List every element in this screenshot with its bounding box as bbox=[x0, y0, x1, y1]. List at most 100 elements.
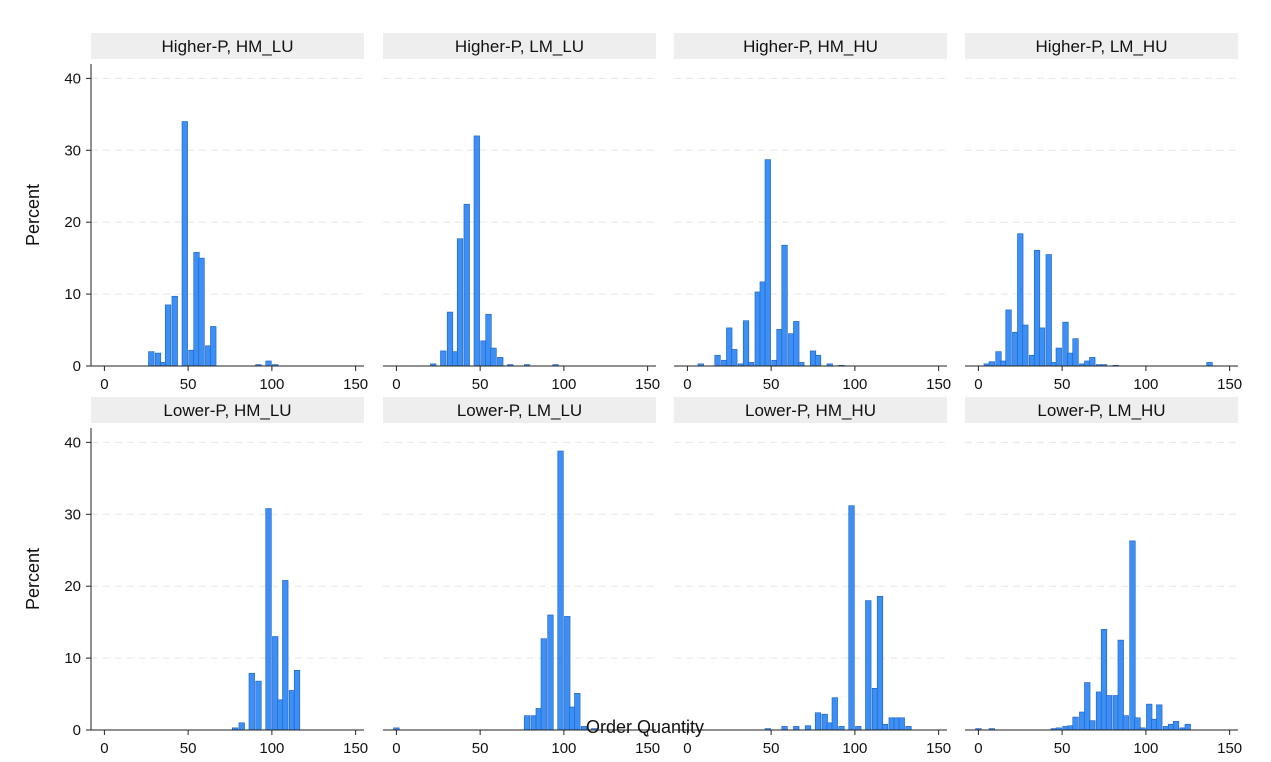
panel-title: Higher-P, HM_HU bbox=[743, 37, 878, 56]
x-tick-label: 50 bbox=[1054, 740, 1071, 757]
histogram-bar bbox=[463, 203, 470, 367]
histogram-bar bbox=[798, 362, 805, 367]
histogram-bar bbox=[988, 361, 995, 367]
panel-strip bbox=[91, 33, 364, 59]
histogram-bar bbox=[198, 257, 205, 367]
panel: Lower-P, LM_LU 0 50 100 150 bbox=[383, 397, 660, 757]
x-tick-label: 150 bbox=[926, 376, 951, 393]
x-tick-label: 100 bbox=[1133, 740, 1158, 757]
histogram-bar bbox=[865, 600, 872, 731]
histogram-bar bbox=[898, 717, 905, 731]
histogram-bar bbox=[497, 357, 504, 367]
x-tick-label: 0 bbox=[100, 376, 108, 393]
histogram-bar bbox=[238, 722, 245, 731]
panel-title: Lower-P, HM_LU bbox=[163, 401, 291, 420]
x-tick-label: 100 bbox=[551, 376, 576, 393]
histogram-bar bbox=[293, 670, 301, 731]
x-axis-title: Order Quantity bbox=[586, 717, 704, 737]
histogram-bar bbox=[540, 638, 547, 731]
panel-title: Lower-P, HM_HU bbox=[745, 401, 876, 420]
x-tick-label: 50 bbox=[763, 376, 780, 393]
panel: Lower-P, HM_LU 0 50 100 150 0 10 20 30 40 Percent bbox=[23, 397, 368, 757]
panel: Higher-P, LM_HU 0 50 100 150 bbox=[965, 33, 1242, 393]
x-tick-label: 150 bbox=[926, 740, 951, 757]
histogram-bar bbox=[1156, 704, 1163, 731]
x-tick-label: 0 bbox=[392, 740, 400, 757]
panel-strip bbox=[674, 397, 947, 423]
histogram-bar bbox=[1206, 362, 1213, 367]
x-tick-label: 150 bbox=[343, 376, 368, 393]
histogram-bar bbox=[742, 320, 750, 367]
x-tick-label: 150 bbox=[1217, 376, 1242, 393]
histogram-bar bbox=[181, 121, 188, 367]
y-tick-label: 10 bbox=[64, 650, 81, 667]
histogram-bar bbox=[1105, 695, 1113, 731]
histogram-bar bbox=[1072, 338, 1079, 367]
histogram-bar bbox=[804, 725, 812, 731]
panel: Lower-P, HM_HU 0 50 100 150 bbox=[674, 397, 951, 757]
y-tick-label: 10 bbox=[64, 286, 81, 303]
panel: Higher-P, HM_LU 0 50 100 150 0 10 20 30 40 Percent bbox=[23, 33, 368, 393]
histogram-bar bbox=[255, 680, 262, 731]
histogram-bar bbox=[547, 614, 554, 731]
panel: Higher-P, HM_HU 0 50 100 150 bbox=[674, 33, 951, 393]
histogram-bar bbox=[473, 135, 480, 367]
x-tick-label: 150 bbox=[1217, 740, 1242, 757]
x-tick-label: 100 bbox=[259, 740, 284, 757]
histogram-bar bbox=[148, 351, 155, 367]
histogram-bar bbox=[731, 349, 738, 367]
panel-strip bbox=[383, 33, 656, 59]
histogram-bar bbox=[1005, 309, 1012, 367]
histogram-bar bbox=[814, 354, 822, 367]
histogram-bar bbox=[265, 508, 272, 731]
y-tick-label: 20 bbox=[64, 578, 81, 595]
histogram-bar bbox=[1122, 715, 1129, 731]
histogram-bar bbox=[905, 726, 912, 731]
y-tick-label: 30 bbox=[64, 142, 81, 159]
histogram-bar bbox=[1055, 347, 1062, 367]
panel-title: Higher-P, LM_HU bbox=[1036, 37, 1168, 56]
histogram-bar bbox=[164, 304, 172, 367]
panel-strip bbox=[91, 397, 364, 423]
panel-strip bbox=[965, 397, 1238, 423]
histogram-bar bbox=[848, 505, 855, 731]
x-tick-label: 0 bbox=[683, 740, 691, 757]
histogram-bar bbox=[523, 715, 531, 731]
histogram-bar bbox=[1072, 716, 1079, 731]
histogram-bar bbox=[764, 159, 771, 367]
y-axis-title: Percent bbox=[23, 548, 43, 610]
histogram-bar bbox=[574, 693, 581, 731]
histogram-bar bbox=[490, 347, 497, 367]
histogram-bar bbox=[1045, 254, 1052, 367]
panel-strip bbox=[674, 33, 947, 59]
x-tick-label: 100 bbox=[842, 740, 867, 757]
histogram-bar bbox=[265, 360, 272, 367]
y-tick-label: 20 bbox=[64, 214, 81, 231]
x-tick-label: 0 bbox=[974, 740, 982, 757]
panel-strip bbox=[965, 33, 1238, 59]
x-tick-label: 100 bbox=[842, 376, 867, 393]
x-tick-label: 50 bbox=[180, 740, 197, 757]
histogram-bar bbox=[1172, 721, 1180, 731]
histogram-bar bbox=[440, 350, 447, 367]
x-tick-label: 50 bbox=[472, 376, 489, 393]
histogram-bar bbox=[456, 238, 464, 367]
histogram-bar bbox=[171, 295, 178, 367]
x-tick-label: 100 bbox=[1133, 376, 1158, 393]
histogram-bar bbox=[881, 723, 889, 731]
histogram-bar bbox=[1089, 720, 1096, 731]
histogram-bar bbox=[210, 326, 217, 367]
x-tick-label: 50 bbox=[472, 740, 489, 757]
x-tick-label: 0 bbox=[392, 376, 400, 393]
x-tick-label: 100 bbox=[259, 376, 284, 393]
histogram-bar bbox=[1038, 327, 1046, 367]
x-tick-label: 0 bbox=[974, 376, 982, 393]
panel: Higher-P, LM_LU 0 50 100 150 bbox=[383, 33, 660, 393]
x-tick-label: 100 bbox=[551, 740, 576, 757]
histogram-bar bbox=[1089, 357, 1096, 367]
panel: Lower-P, LM_HU 0 50 100 150 bbox=[965, 397, 1242, 757]
histogram-bar bbox=[781, 244, 788, 367]
histogram-bar bbox=[793, 726, 800, 731]
panel-strip bbox=[383, 397, 656, 423]
